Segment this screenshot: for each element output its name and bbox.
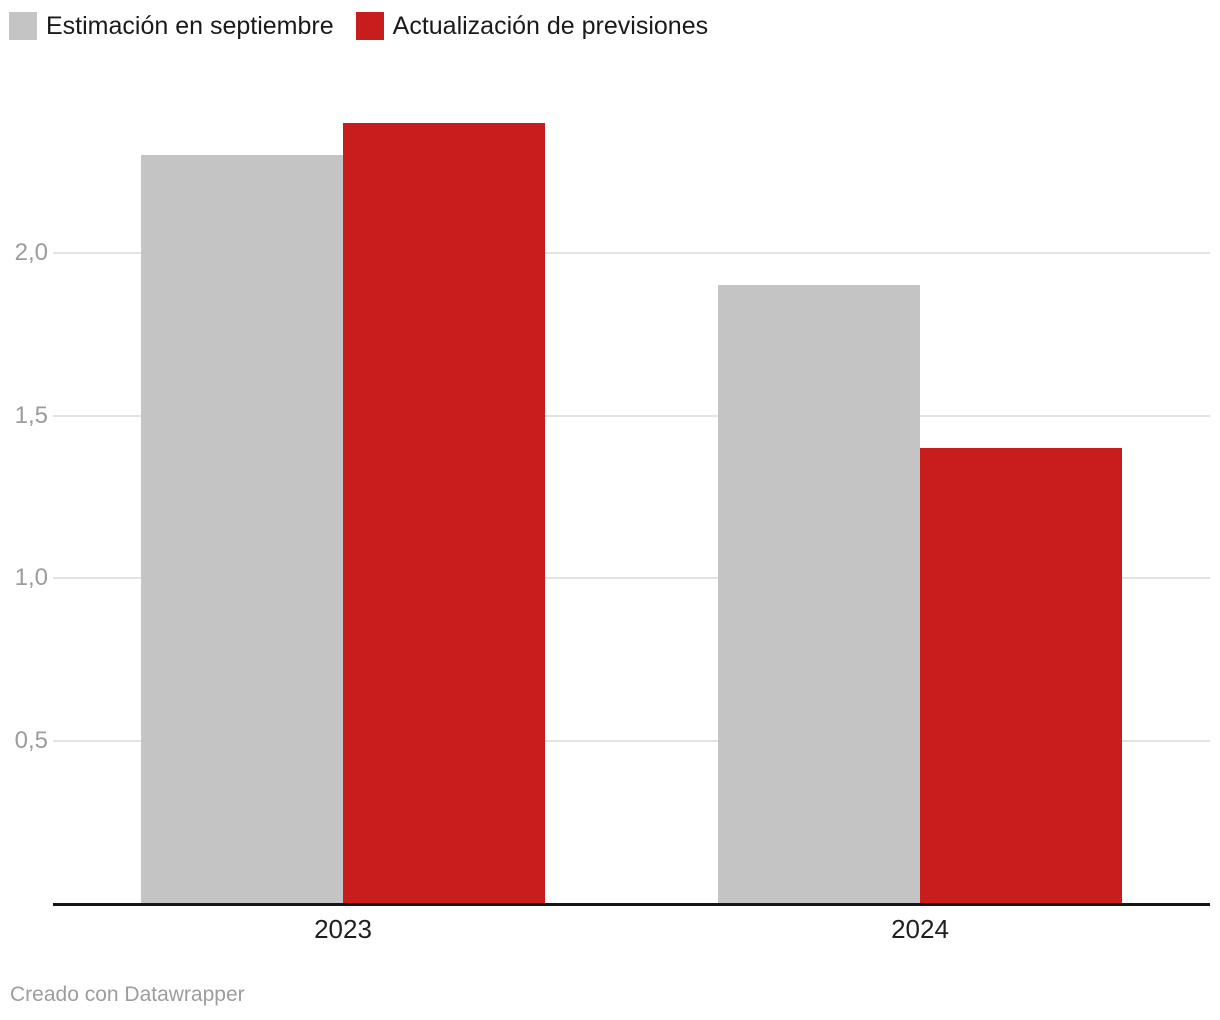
y-gridline — [53, 251, 1210, 254]
y-gridline — [53, 740, 1210, 743]
y-axis-tick-label: 0,5 — [14, 727, 48, 755]
x-axis-category-label: 2023 — [314, 914, 372, 944]
y-axis-tick-label: 2,0 — [14, 238, 48, 266]
attribution-credit: Creado con Datawrapper — [10, 983, 245, 1006]
x-axis-category-label: 2024 — [891, 914, 949, 944]
y-axis-tick-label: 1,5 — [14, 401, 48, 429]
legend-item: Actualización de previsiones — [355, 12, 709, 40]
x-axis-baseline — [53, 903, 1210, 906]
bar-2024-series-0 — [718, 285, 920, 904]
bar-2023-series-0 — [141, 155, 343, 904]
bar-2023-series-1 — [343, 123, 545, 904]
legend-swatch-icon — [9, 12, 37, 40]
y-gridline — [53, 577, 1210, 580]
legend-item-label: Estimación en septiembre — [46, 12, 334, 40]
legend-swatch-icon — [355, 12, 384, 40]
legend-item: Estimación en septiembre — [9, 12, 334, 40]
bar-2024-series-1 — [920, 448, 1122, 904]
y-gridline — [53, 414, 1210, 417]
legend: Estimación en septiembre Actualización de… — [9, 12, 708, 40]
legend-item-label: Actualización de previsiones — [392, 12, 709, 40]
y-axis-tick-label: 1,0 — [14, 564, 48, 592]
